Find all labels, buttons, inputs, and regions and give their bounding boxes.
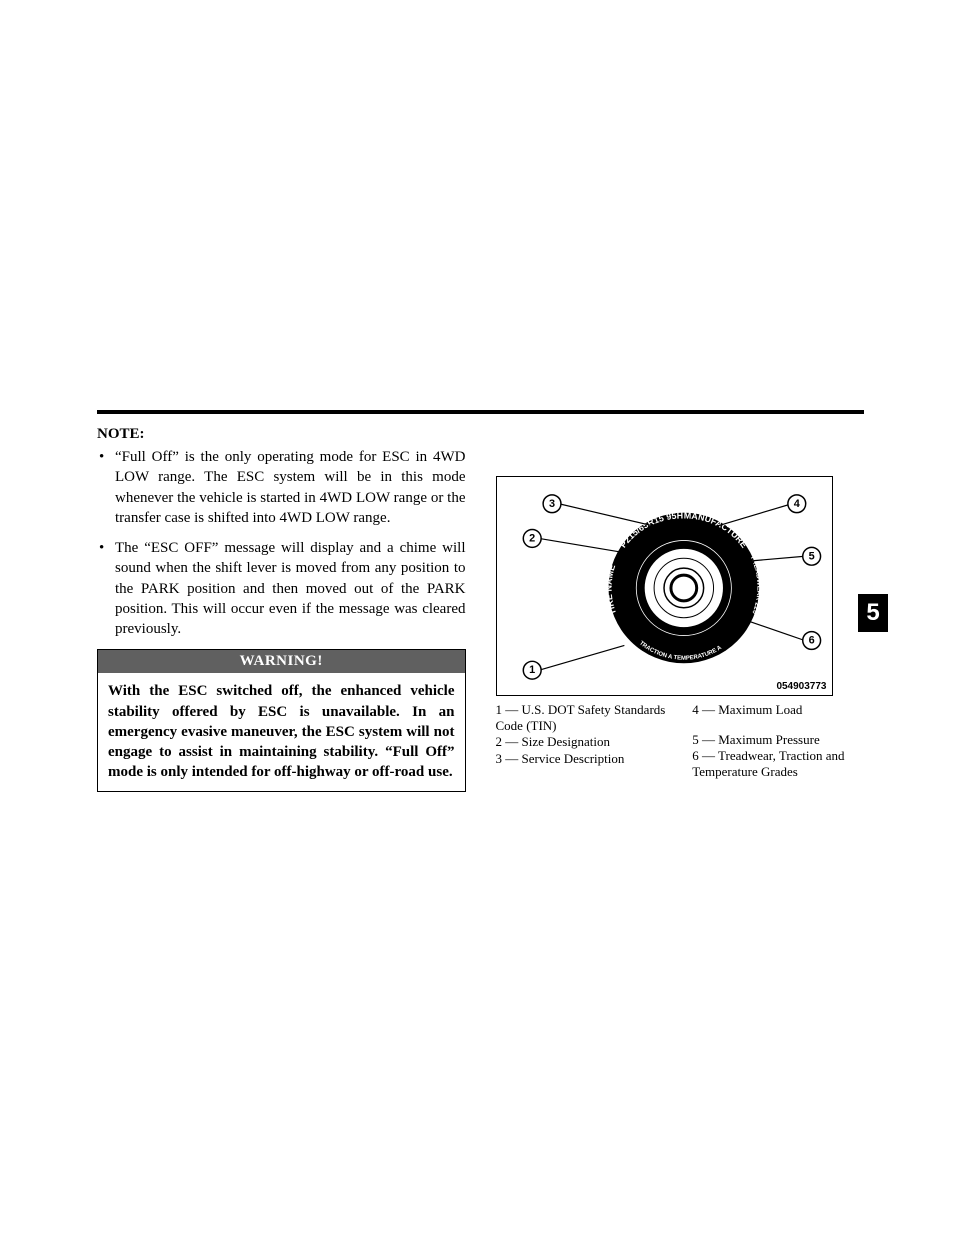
tire-diagram: P215/65R15 95H MANUFACTURER TIRE NAME TR…	[496, 476, 833, 696]
callout-1: 1	[523, 661, 541, 679]
callout-5: 5	[802, 547, 820, 565]
right-column: P215/65R15 95H MANUFACTURER TIRE NAME TR…	[496, 426, 865, 792]
legend-item: 1 — U.S. DOT Safety Standards Code (TIN)	[496, 702, 668, 733]
callout-line-1	[539, 645, 624, 670]
callout-line-6	[747, 621, 804, 641]
legend-item: 4 — Maximum Load	[692, 702, 864, 718]
diagram-id: 054903773	[776, 681, 826, 692]
legend-left-col: 1 — U.S. DOT Safety Standards Code (TIN)…	[496, 702, 668, 780]
warning-title: WARNING!	[98, 650, 465, 673]
note-bullet: “Full Off” is the only operating mode fo…	[97, 447, 466, 528]
note-label: NOTE:	[97, 426, 466, 443]
svg-text:6: 6	[808, 635, 814, 647]
legend-item: 3 — Service Description	[496, 751, 668, 767]
diagram-legend: 1 — U.S. DOT Safety Standards Code (TIN)…	[496, 702, 865, 780]
legend-right-col: 4 — Maximum Load 5 — Maximum Pressure 6 …	[692, 702, 864, 780]
svg-text:2: 2	[529, 532, 535, 544]
callout-line-2	[539, 538, 622, 552]
section-tab: 5	[858, 594, 888, 632]
svg-text:1: 1	[529, 664, 535, 676]
callout-3: 3	[543, 495, 561, 513]
legend-item: 6 — Treadwear, Traction and Temperature …	[692, 748, 864, 779]
callout-2: 2	[523, 530, 541, 548]
callout-6: 6	[802, 632, 820, 650]
note-bullet: The “ESC OFF” message will display and a…	[97, 538, 466, 639]
svg-text:3: 3	[549, 498, 555, 510]
tire-svg: P215/65R15 95H MANUFACTURER TIRE NAME TR…	[497, 477, 832, 695]
warning-box: WARNING! With the ESC switched off, the …	[97, 649, 466, 791]
callout-4: 4	[787, 495, 805, 513]
callout-line-3	[558, 504, 655, 527]
warning-body: With the ESC switched off, the enhanced …	[98, 673, 465, 790]
note-bullet-list: “Full Off” is the only operating mode fo…	[97, 447, 466, 639]
legend-item: 5 — Maximum Pressure	[692, 732, 864, 748]
legend-item: 2 — Size Designation	[496, 734, 668, 750]
left-column: NOTE: “Full Off” is the only operating m…	[97, 426, 466, 792]
header-divider	[97, 410, 864, 414]
svg-text:4: 4	[793, 498, 799, 510]
callout-line-4	[715, 504, 791, 527]
svg-text:5: 5	[808, 550, 814, 562]
